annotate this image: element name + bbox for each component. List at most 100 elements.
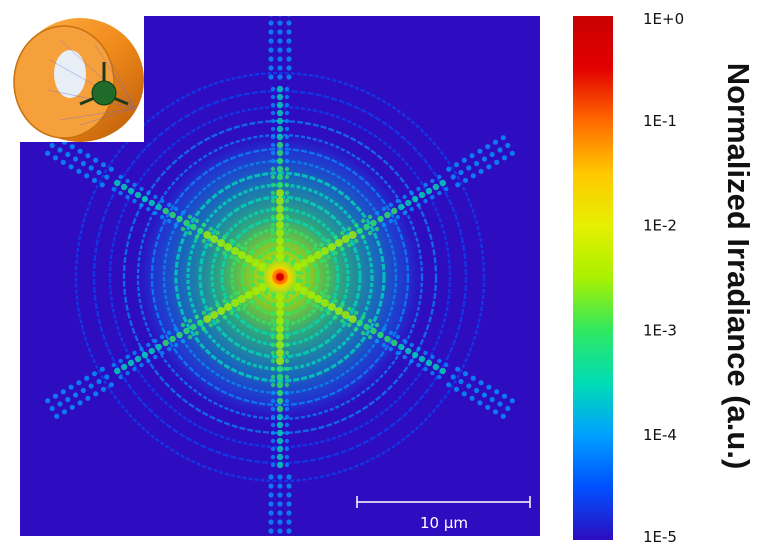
outer-spike-dot	[450, 174, 456, 180]
diffraction-speckle	[270, 134, 276, 140]
outer-spike-dot	[497, 147, 503, 153]
diffraction-speckle	[284, 446, 290, 452]
outer-spike-dot	[69, 404, 75, 410]
diffraction-spike-dot	[231, 299, 239, 307]
diffraction-speckle	[166, 330, 172, 336]
diffraction-speckle	[416, 346, 421, 352]
diffraction-speckle	[367, 230, 373, 236]
colorbar-title: Normalized Irradiance (a.u.)	[721, 63, 756, 470]
outer-spike-dot	[494, 389, 500, 395]
diffraction-speckle	[215, 230, 220, 236]
diffraction-speckle	[367, 214, 373, 220]
diffraction-speckle	[333, 314, 338, 320]
diffraction-spike-dot	[293, 263, 302, 271]
diffraction-speckle	[118, 358, 123, 364]
diffraction-speckle	[270, 374, 276, 380]
diffraction-spike-dot	[276, 437, 284, 445]
outer-spike-dot	[277, 47, 283, 53]
diffraction-speckle	[118, 374, 123, 380]
outer-spike-dot	[489, 396, 495, 403]
outer-spike-dot	[286, 47, 292, 53]
outer-spike-dot	[277, 65, 283, 71]
diffraction-speckle	[270, 94, 276, 100]
diffraction-spike-dot	[244, 291, 253, 299]
diffraction-spike-dot	[411, 351, 419, 359]
outer-spike-dot	[277, 74, 283, 80]
outer-spike-dot	[68, 164, 74, 170]
diffraction-speckle	[305, 250, 310, 256]
outer-spike-dot	[49, 142, 55, 149]
diffraction-speckle	[291, 290, 296, 296]
outer-spike-dot	[61, 409, 68, 415]
diffraction-spike-dot	[348, 315, 357, 323]
outer-spike-dot	[104, 374, 110, 380]
diffraction-speckle	[381, 342, 387, 348]
diffraction-speckle	[284, 222, 290, 228]
diffraction-spike-dot	[439, 367, 446, 375]
diffraction-spike-dot	[210, 235, 219, 243]
diffraction-spike-dot	[363, 223, 370, 231]
diffraction-spike-dot	[155, 203, 162, 211]
diffraction-spike-dot	[314, 295, 323, 303]
diffraction-speckle	[153, 210, 158, 216]
diffraction-spike-dot	[276, 397, 284, 405]
diffraction-spike-dot	[276, 333, 284, 341]
diffraction-speckle	[284, 366, 290, 372]
diffraction-speckle	[222, 314, 227, 320]
outer-spike-dot	[286, 20, 292, 26]
diffraction-spike-dot	[155, 343, 162, 351]
colorbar-tick-label: 1E-4	[643, 426, 677, 444]
diffraction-speckle	[139, 186, 144, 192]
diffraction-spike-dot	[276, 341, 284, 349]
diffraction-speckle	[111, 362, 116, 368]
outer-spike-dot	[453, 162, 460, 168]
diffraction-speckle	[270, 166, 276, 172]
diffraction-speckle	[229, 238, 234, 244]
diffraction-speckle	[270, 358, 276, 364]
outer-spike-dot	[466, 165, 472, 171]
diffraction-speckle	[270, 398, 276, 404]
diffraction-spike-dot	[148, 347, 155, 355]
diffraction-speckle	[180, 322, 186, 328]
diffraction-speckle	[284, 190, 290, 196]
diffraction-spike-dot	[197, 319, 204, 327]
outer-spike-dot	[85, 153, 91, 159]
diffraction-speckle	[187, 318, 193, 324]
diffraction-spike-dot	[276, 173, 284, 181]
diffraction-spike-dot	[276, 189, 284, 197]
diffraction-speckle	[284, 126, 290, 132]
diffraction-ring	[150, 147, 410, 407]
outer-spike-dot	[68, 384, 74, 390]
outer-spike-dot	[76, 168, 82, 174]
diffraction-speckle	[395, 214, 400, 220]
diffraction-speckle	[243, 246, 248, 252]
diffraction-speckle	[284, 110, 290, 116]
diffraction-spike-dot	[384, 211, 391, 219]
diffraction-speckle	[395, 334, 400, 340]
diffraction-speckle	[284, 406, 290, 412]
diffraction-spike-dot	[114, 367, 121, 375]
diffraction-speckle	[284, 318, 290, 324]
diffraction-spike-dot	[328, 243, 336, 251]
diffraction-speckle	[270, 158, 276, 164]
outer-spike-dot	[494, 159, 500, 165]
outer-spike-dot	[453, 386, 460, 392]
diffraction-speckle	[381, 206, 387, 212]
diffraction-spike-dot	[183, 327, 190, 335]
outer-spike-dot	[96, 378, 102, 385]
diffraction-spike-dot	[276, 237, 284, 245]
diffraction-speckle	[423, 366, 428, 372]
diffraction-speckle	[284, 198, 290, 204]
diffraction-spike-dot	[162, 339, 169, 347]
outer-spike-dot	[84, 375, 90, 381]
diffraction-spike-dot	[276, 405, 284, 413]
outer-spike-dot	[446, 166, 452, 172]
diffraction-spike-dot	[307, 291, 316, 299]
diffraction-speckle	[160, 334, 165, 340]
diffraction-speckle	[284, 382, 290, 388]
diffraction-speckle	[326, 254, 331, 260]
diffraction-speckle	[284, 166, 290, 172]
colorbar-tick-label: 1E-2	[643, 217, 677, 235]
diffraction-spike-dot	[276, 325, 284, 333]
diffraction-speckle	[160, 214, 165, 220]
